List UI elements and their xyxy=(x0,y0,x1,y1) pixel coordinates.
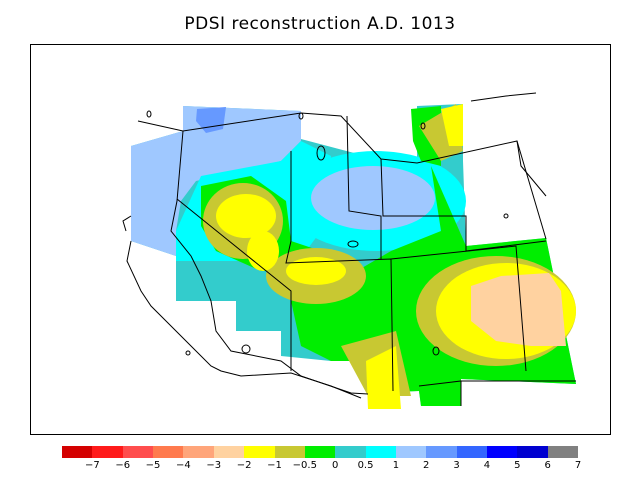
map-title: PDSI reconstruction A.D. 1013 xyxy=(184,14,456,34)
colorbar-tick-label: −3 xyxy=(206,460,222,471)
colorbar-swatch xyxy=(213,446,245,458)
colorbar-swatch xyxy=(456,446,488,458)
colorbar-tick-label: 0.5 xyxy=(357,460,374,471)
colorbar-tick-label: −7 xyxy=(84,460,100,471)
pdsi-region-yellow-west xyxy=(216,194,276,238)
pdsi-map xyxy=(122,92,576,409)
map-frame xyxy=(30,44,611,435)
colorbar-swatch xyxy=(122,446,154,458)
colorbar-tick-label: 1 xyxy=(392,460,400,471)
colorbar-labels: −7 −6 −5 −4 −3 −2 −1 −0.5 0 0.5 1 2 3 4 5 6 7 xyxy=(62,460,582,474)
colorbar-tick-label: 2 xyxy=(423,460,430,471)
colorbar-tick-label: 0 xyxy=(331,460,339,471)
pdsi-region-yellow-north xyxy=(441,104,463,146)
pdsi-region-light-blue-center xyxy=(311,166,435,230)
colorbar-tick-label: 7 xyxy=(574,460,582,471)
colorbar-swatch xyxy=(153,446,184,458)
colorbar-tick-label: 3 xyxy=(453,460,460,471)
colorbar-tick-label: −1 xyxy=(267,460,282,471)
pdsi-region-peach-east xyxy=(471,273,566,346)
colorbar-swatch xyxy=(62,446,93,458)
colorbar-swatch xyxy=(426,446,457,458)
pdsi-region-blue-nw xyxy=(196,107,226,133)
colorbar-tick-label: −5 xyxy=(145,460,161,471)
pdsi-region-yellow-center xyxy=(286,257,346,285)
colorbar-swatch xyxy=(274,446,305,458)
colorbar-swatch xyxy=(395,446,427,458)
colorbar-swatch xyxy=(92,446,123,458)
colorbar-swatch xyxy=(517,446,548,458)
colorbar-swatch xyxy=(335,446,366,458)
colorbar-swatch xyxy=(244,446,275,458)
colorbar xyxy=(62,446,579,458)
colorbar-tick-label: 6 xyxy=(544,460,551,471)
colorbar-tick-label: 4 xyxy=(483,460,491,471)
lake-outlines xyxy=(146,110,509,356)
colorbar-tick-label: 5 xyxy=(514,460,521,471)
colorbar-swatch xyxy=(547,446,579,458)
colorbar-tick-label: −6 xyxy=(115,460,131,471)
colorbar-swatch xyxy=(365,446,396,458)
colorbar-tick-label: −0.5 xyxy=(292,460,317,471)
colorbar-tick-label: −4 xyxy=(176,460,191,471)
colorbar-swatch xyxy=(304,446,336,458)
colorbar-swatch xyxy=(487,446,518,458)
pdsi-region-yellow-west-2 xyxy=(247,231,279,271)
colorbar-swatch xyxy=(183,446,214,458)
colorbar-tick-label: −2 xyxy=(236,460,252,471)
map-outlines xyxy=(122,92,576,406)
